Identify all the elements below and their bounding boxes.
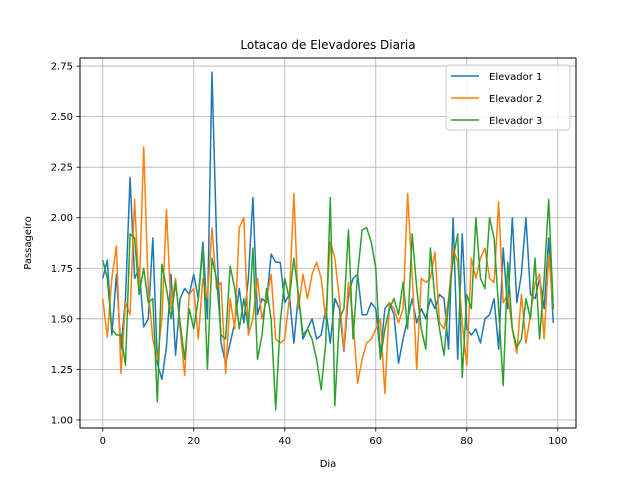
y-tick-label: 2.25	[51, 163, 73, 174]
x-tick-label: 100	[548, 436, 567, 447]
x-tick-label: 40	[278, 436, 291, 447]
chart-title: Lotacao de Elevadores Diaria	[240, 38, 415, 52]
legend-label: Elevador 1	[489, 72, 542, 83]
series-layer	[102, 71, 554, 411]
y-tick-label: 2.75	[51, 62, 73, 73]
legend: Elevador 1 Elevador 2 Elevador 3	[445, 64, 571, 131]
x-tick-label: 0	[100, 436, 106, 447]
x-tick-label: 60	[369, 436, 382, 447]
x-tick-label: 80	[460, 436, 473, 447]
legend-label: Elevador 2	[489, 94, 542, 105]
y-tick-label: 2.00	[51, 213, 73, 224]
series-line-elevador-1	[102, 71, 554, 381]
series-line-elevador-3	[102, 196, 554, 411]
y-tick-label: 1.75	[51, 264, 73, 275]
y-axis: 1.00 1.25 1.50 1.75 2.00 2.25 2.50 2.75	[51, 62, 80, 426]
y-tick-label: 1.25	[51, 365, 73, 376]
x-axis: 0 20 40 60 80 100	[100, 428, 567, 447]
y-axis-label: Passageiro	[23, 216, 34, 270]
plot-frame	[79, 57, 577, 429]
y-tick-label: 1.00	[51, 415, 73, 426]
legend-label: Elevador 3	[489, 116, 542, 127]
y-tick-label: 1.50	[51, 314, 73, 325]
legend-box	[445, 64, 571, 131]
y-tick-label: 2.50	[51, 112, 73, 123]
x-tick-label: 20	[187, 436, 200, 447]
x-axis-label: Dia	[320, 459, 337, 470]
